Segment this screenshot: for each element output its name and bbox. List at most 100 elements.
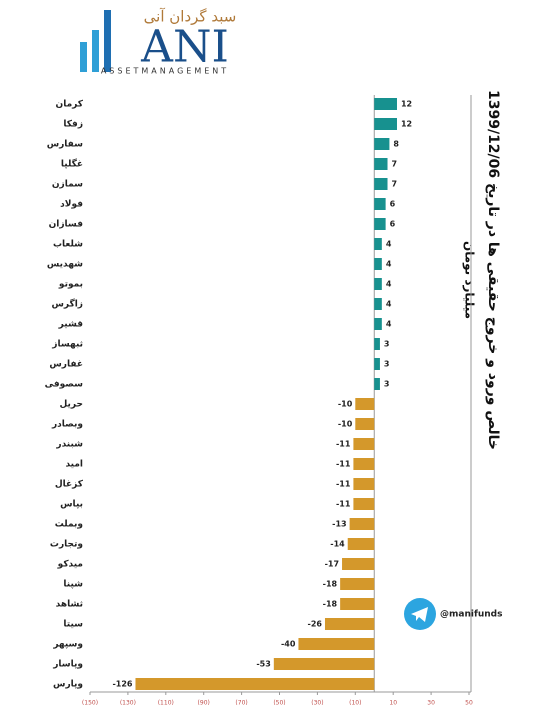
- value-label: 4: [386, 280, 392, 289]
- x-tick-label: (130): [120, 700, 136, 707]
- logo-persian: سبد گردان آنی: [144, 8, 237, 26]
- x-tick-label: (150): [82, 700, 98, 707]
- x-tick-label: (30): [311, 700, 323, 707]
- bar: [353, 498, 375, 510]
- value-label: 4: [386, 240, 392, 249]
- bar: [355, 418, 375, 430]
- y-tick-label: فولاد: [60, 200, 83, 210]
- value-label: -11: [336, 500, 351, 509]
- y-tick-label: قشیر: [58, 320, 83, 330]
- value-label: -13: [332, 520, 346, 529]
- x-tick-label: (10): [349, 700, 361, 707]
- value-label: 12: [401, 100, 412, 109]
- x-tick-label: (70): [235, 700, 247, 707]
- value-label: 4: [386, 260, 392, 269]
- bar: [374, 278, 382, 290]
- value-label: -53: [256, 660, 270, 669]
- value-label: 3: [384, 380, 390, 389]
- bar: [374, 98, 397, 110]
- x-tick-label: (110): [158, 700, 174, 707]
- logo-bar: [80, 42, 87, 72]
- y-tick-label: وبصادر: [51, 420, 83, 430]
- value-label: -40: [281, 640, 296, 649]
- bar: [349, 518, 375, 530]
- y-tick-label: میدکو: [57, 560, 83, 570]
- value-label: 7: [392, 160, 398, 169]
- y-tick-label: سصوفی: [45, 380, 84, 390]
- logo-tagline: ASSETMANAGEMENT: [101, 67, 229, 76]
- y-tick-label: وپارس: [53, 680, 83, 690]
- bar: [374, 318, 382, 330]
- x-tick-label: 30: [427, 700, 435, 707]
- y-tick-label: کزغال: [55, 480, 84, 490]
- value-label: 12: [401, 120, 412, 129]
- bar: [374, 198, 386, 210]
- x-tick-label: 50: [465, 700, 473, 707]
- logo-mark: ANI: [140, 22, 229, 73]
- value-label: -26: [308, 620, 323, 629]
- bar: [374, 118, 397, 130]
- y-tick-label: حریل: [60, 400, 84, 410]
- bar: [374, 358, 380, 370]
- telegram: @manifunds: [404, 598, 502, 630]
- y-tick-label: کرمان: [56, 100, 84, 110]
- value-label: 4: [386, 320, 392, 329]
- value-label: -10: [338, 420, 353, 429]
- bar: [355, 398, 375, 410]
- value-label: -18: [323, 580, 338, 589]
- bar: [374, 258, 382, 270]
- bar: [374, 238, 382, 250]
- y-tick-label: شپنا: [63, 580, 83, 590]
- value-label: -17: [325, 560, 339, 569]
- logo: سبد گردان آنی ANI ASSETMANAGEMENT: [80, 8, 236, 76]
- x-tick-label: (50): [273, 700, 285, 707]
- y-tick-label: ثبهساز: [51, 340, 83, 350]
- value-label: -18: [323, 600, 338, 609]
- bar: [135, 678, 375, 690]
- value-label: 7: [392, 180, 398, 189]
- y-tick-label: شهدیس: [47, 260, 83, 270]
- value-label: 6: [390, 220, 396, 229]
- bar: [374, 158, 388, 170]
- y-tick-label: ثشاهد: [56, 600, 83, 610]
- y-tick-label: وتجارت: [50, 540, 83, 550]
- telegram-plane: [411, 607, 428, 622]
- value-label: -14: [330, 540, 345, 549]
- chart-subtitle: میلیارد تومان: [462, 241, 477, 319]
- value-label: -11: [336, 460, 351, 469]
- y-tick-label: غفارس: [49, 360, 83, 370]
- y-tick-label: وسپهر: [52, 640, 83, 650]
- value-label: 4: [386, 300, 392, 309]
- logo-bar: [92, 30, 99, 72]
- value-label: 3: [384, 340, 390, 349]
- y-tick-label: بپاس: [60, 500, 83, 510]
- bar: [298, 638, 375, 650]
- y-tick-label: سفارس: [47, 140, 83, 150]
- value-label: -126: [112, 680, 132, 689]
- value-label: 3: [384, 360, 390, 369]
- logo-bar: [104, 10, 111, 72]
- bar: [374, 218, 386, 230]
- y-tick-label: زفکا: [63, 120, 83, 130]
- value-label: 6: [390, 200, 396, 209]
- bar: [340, 598, 375, 610]
- x-tick-label: 10: [389, 700, 397, 707]
- bar: [324, 618, 375, 630]
- y-tick-label: سیتا: [63, 620, 83, 630]
- bar: [374, 298, 382, 310]
- bar: [347, 538, 375, 550]
- y-tick-label: بموتو: [58, 280, 83, 290]
- bar: [340, 578, 375, 590]
- value-label: -11: [336, 480, 351, 489]
- bar: [374, 378, 380, 390]
- bar: [342, 558, 375, 570]
- bar: [374, 338, 380, 350]
- x-tick-label: (90): [198, 700, 210, 707]
- bar: [273, 658, 375, 670]
- value-label: -11: [336, 440, 351, 449]
- y-tick-label: وپاسار: [52, 660, 83, 670]
- y-tick-label: وبملت: [55, 520, 83, 530]
- bar: [374, 178, 388, 190]
- bar: [353, 438, 375, 450]
